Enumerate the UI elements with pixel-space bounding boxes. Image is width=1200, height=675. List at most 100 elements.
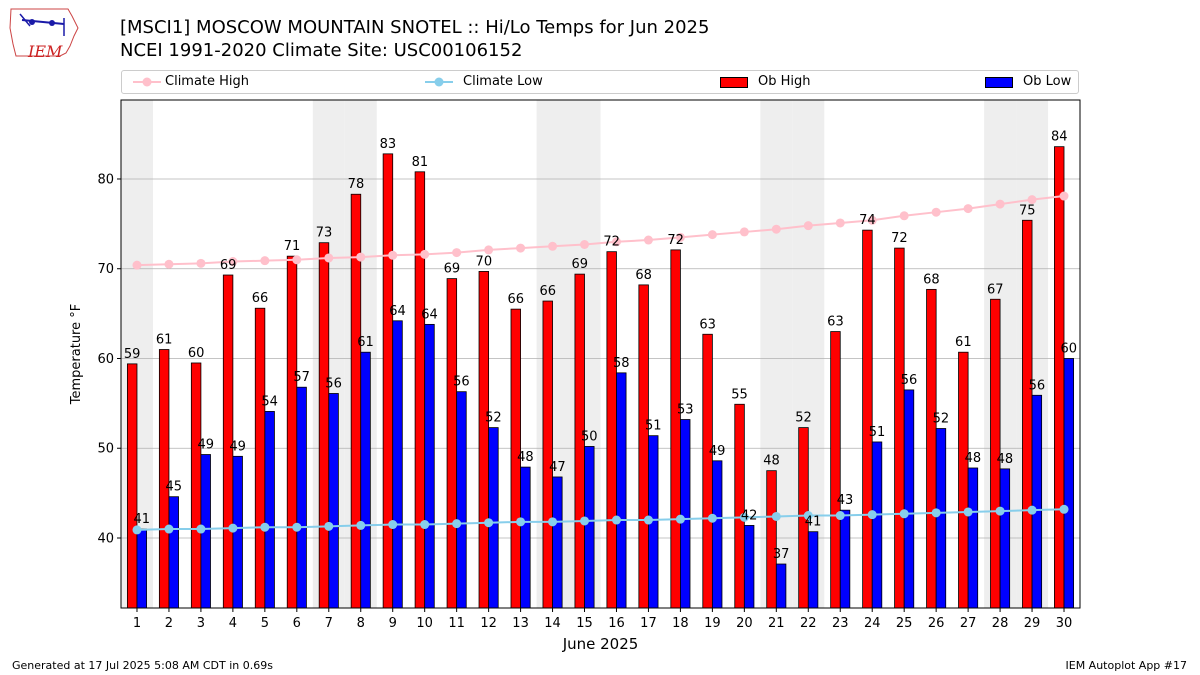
ob-low-bar — [488, 427, 499, 609]
climate-high-line-icon — [133, 77, 161, 87]
legend-climate-low-label: Climate Low — [463, 74, 543, 89]
ob-high-bar — [638, 284, 649, 609]
ob-high-bar — [318, 242, 330, 609]
climate-low-point — [931, 508, 941, 518]
legend-climate-high-label: Climate High — [165, 74, 250, 89]
ob-low-label: 49 — [197, 438, 214, 453]
ob-low-bar — [903, 389, 915, 609]
ob-high-bar — [606, 251, 617, 609]
climate-low-point — [132, 525, 142, 535]
x-tick-label: 30 — [1056, 616, 1073, 631]
ob-low-swatch-icon — [985, 77, 1013, 88]
climate-high-point — [771, 224, 781, 234]
y-tick-label: 50 — [97, 442, 114, 457]
ob-high-bar — [286, 255, 298, 609]
x-tick-label: 20 — [736, 616, 753, 631]
ob-low-bar — [935, 428, 947, 609]
x-tick-label: 27 — [960, 616, 977, 631]
ob-high-label: 68 — [923, 272, 940, 287]
ob-high-bar — [862, 229, 873, 609]
ob-high-bar — [830, 331, 841, 609]
climate-high-point — [963, 204, 973, 214]
ob-high-label: 75 — [1019, 203, 1036, 218]
climate-high-point — [548, 241, 558, 251]
climate-high-point — [1027, 195, 1037, 205]
climate-low-point — [803, 511, 813, 521]
ob-low-bar — [743, 525, 755, 609]
ob-high-bar — [478, 271, 490, 609]
ob-high-label: 74 — [859, 213, 876, 228]
climate-high-point — [484, 245, 494, 255]
x-tick-label: 5 — [261, 616, 269, 631]
ob-high-bar — [414, 171, 426, 609]
ob-low-label: 60 — [1061, 341, 1078, 356]
ob-low-bar — [839, 509, 851, 609]
ob-high-bar — [382, 153, 394, 609]
climate-high-point — [420, 249, 430, 259]
ob-low-bar — [168, 496, 179, 609]
climate-low-point — [963, 507, 973, 517]
ob-low-bar — [1031, 394, 1043, 609]
ob-low-bar — [680, 419, 691, 609]
ob-low-bar — [424, 323, 435, 609]
climate-low-point — [675, 514, 685, 524]
ob-low-bar — [136, 528, 147, 609]
climate-high-point — [899, 211, 909, 221]
ob-low-label: 42 — [741, 508, 758, 523]
x-tick-label: 7 — [325, 616, 333, 631]
climate-low-point — [995, 506, 1005, 516]
ob-high-bar — [446, 278, 458, 609]
ob-low-label: 51 — [869, 425, 886, 440]
ob-high-label: 72 — [667, 233, 684, 248]
climate-low-point — [420, 520, 430, 530]
ob-low-label: 56 — [1029, 378, 1046, 393]
climate-low-point — [484, 518, 494, 528]
ob-high-bar — [670, 249, 681, 609]
generated-footer: Generated at 17 Jul 2025 5:08 AM CDT in … — [12, 659, 273, 672]
ob-low-label: 50 — [581, 429, 598, 444]
ob-high-bar — [894, 247, 905, 609]
climate-low-point — [899, 509, 909, 519]
ob-high-label: 55 — [731, 387, 748, 402]
climate-low-point — [324, 521, 334, 531]
ob-low-label: 47 — [549, 460, 566, 475]
climate-high-line — [136, 195, 1065, 267]
ob-low-label: 54 — [261, 394, 278, 409]
climate-low-line-icon — [425, 77, 453, 87]
climate-high-point — [580, 240, 590, 250]
ob-low-label: 61 — [357, 335, 374, 350]
x-tick-label: 8 — [357, 616, 365, 631]
x-tick-label: 1 — [133, 616, 141, 631]
ob-high-label: 72 — [891, 231, 908, 246]
ob-low-label: 43 — [837, 493, 854, 508]
ob-high-label: 72 — [603, 235, 620, 250]
climate-low-point — [452, 519, 462, 529]
ob-low-label: 41 — [134, 512, 151, 527]
climate-low-point — [260, 522, 270, 532]
ob-low-bar — [328, 393, 339, 609]
ob-high-label: 61 — [955, 335, 972, 350]
ob-low-label: 57 — [293, 370, 310, 385]
ob-low-label: 48 — [965, 451, 982, 466]
climate-high-point — [995, 199, 1005, 209]
x-tick-label: 25 — [896, 616, 913, 631]
climate-high-point — [835, 218, 845, 228]
climate-high-point — [931, 207, 941, 217]
ob-high-bar — [190, 362, 202, 609]
ob-low-label: 52 — [933, 411, 950, 426]
x-tick-label: 21 — [768, 616, 785, 631]
ob-low-label: 41 — [805, 515, 822, 530]
ob-low-bar — [775, 563, 787, 609]
ob-high-label: 70 — [476, 254, 493, 269]
app-footer: IEM Autoplot App #17 — [1065, 659, 1188, 672]
climate-high-point — [707, 230, 717, 240]
ob-low-bar — [392, 320, 403, 609]
climate-high-point — [867, 215, 877, 225]
climate-low-point — [835, 511, 845, 521]
climate-low-point — [643, 515, 653, 525]
ob-low-label: 56 — [453, 375, 470, 390]
ob-low-bar — [616, 372, 627, 609]
x-tick-label: 22 — [800, 616, 817, 631]
ob-low-bar — [552, 476, 563, 609]
climate-low-point — [548, 517, 558, 527]
